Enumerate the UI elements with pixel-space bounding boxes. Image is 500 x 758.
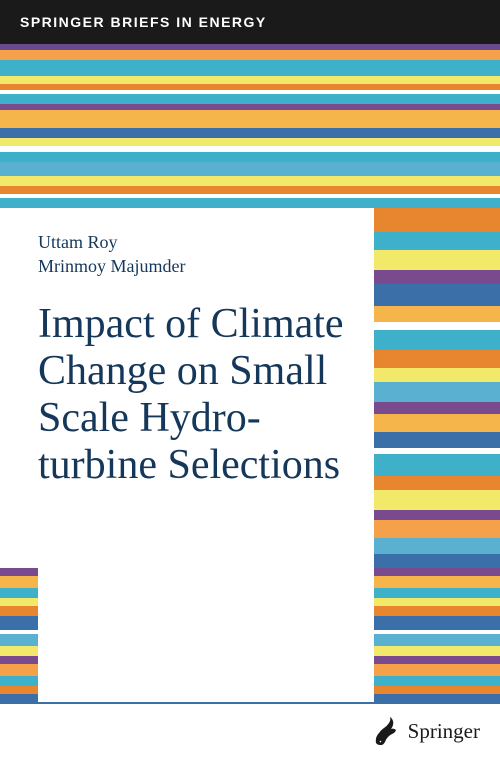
stripe bbox=[374, 250, 500, 270]
stripe bbox=[374, 232, 500, 250]
stripe bbox=[374, 554, 500, 568]
stripe bbox=[0, 50, 500, 60]
stripe bbox=[374, 330, 500, 350]
stripe bbox=[0, 128, 500, 138]
springer-horse-icon bbox=[370, 713, 400, 749]
stripe bbox=[0, 60, 500, 76]
stripe bbox=[374, 476, 500, 490]
stripe bbox=[374, 270, 500, 284]
stripe bbox=[0, 186, 500, 194]
author-1: Uttam Roy bbox=[38, 230, 348, 254]
stripe bbox=[0, 94, 500, 104]
stripe bbox=[374, 382, 500, 402]
stripe bbox=[374, 414, 500, 432]
stripe bbox=[374, 284, 500, 306]
stripe bbox=[374, 432, 500, 448]
stripe bbox=[374, 322, 500, 330]
stripe bbox=[0, 162, 500, 176]
publisher-block: Springer bbox=[370, 713, 480, 749]
footer: Springer bbox=[0, 704, 500, 758]
book-cover: SPRINGER BRIEFS IN ENERGY Uttam Roy Mrin… bbox=[0, 0, 500, 758]
content-panel: Uttam Roy Mrinmoy Majumder Impact of Cli… bbox=[38, 208, 374, 702]
stripe bbox=[0, 176, 500, 186]
stripe bbox=[374, 490, 500, 510]
book-title: Impact of Climate Change on Small Scale … bbox=[38, 301, 348, 489]
stripes-top bbox=[0, 44, 500, 208]
stripe bbox=[374, 510, 500, 520]
series-header: SPRINGER BRIEFS IN ENERGY bbox=[0, 0, 500, 44]
publisher-name: Springer bbox=[408, 719, 480, 744]
stripe bbox=[0, 152, 500, 162]
stripe bbox=[374, 306, 500, 322]
authors-block: Uttam Roy Mrinmoy Majumder bbox=[38, 230, 348, 279]
stripe bbox=[374, 368, 500, 382]
stripe bbox=[374, 350, 500, 368]
author-2: Mrinmoy Majumder bbox=[38, 254, 348, 278]
stripe bbox=[374, 538, 500, 554]
stripe bbox=[374, 454, 500, 476]
stripe bbox=[0, 138, 500, 146]
stripe bbox=[0, 76, 500, 84]
stripe bbox=[374, 208, 500, 232]
stripe bbox=[374, 402, 500, 414]
stripe bbox=[0, 198, 500, 208]
series-title: SPRINGER BRIEFS IN ENERGY bbox=[20, 14, 267, 30]
stripe bbox=[0, 110, 500, 128]
stripe bbox=[374, 520, 500, 538]
